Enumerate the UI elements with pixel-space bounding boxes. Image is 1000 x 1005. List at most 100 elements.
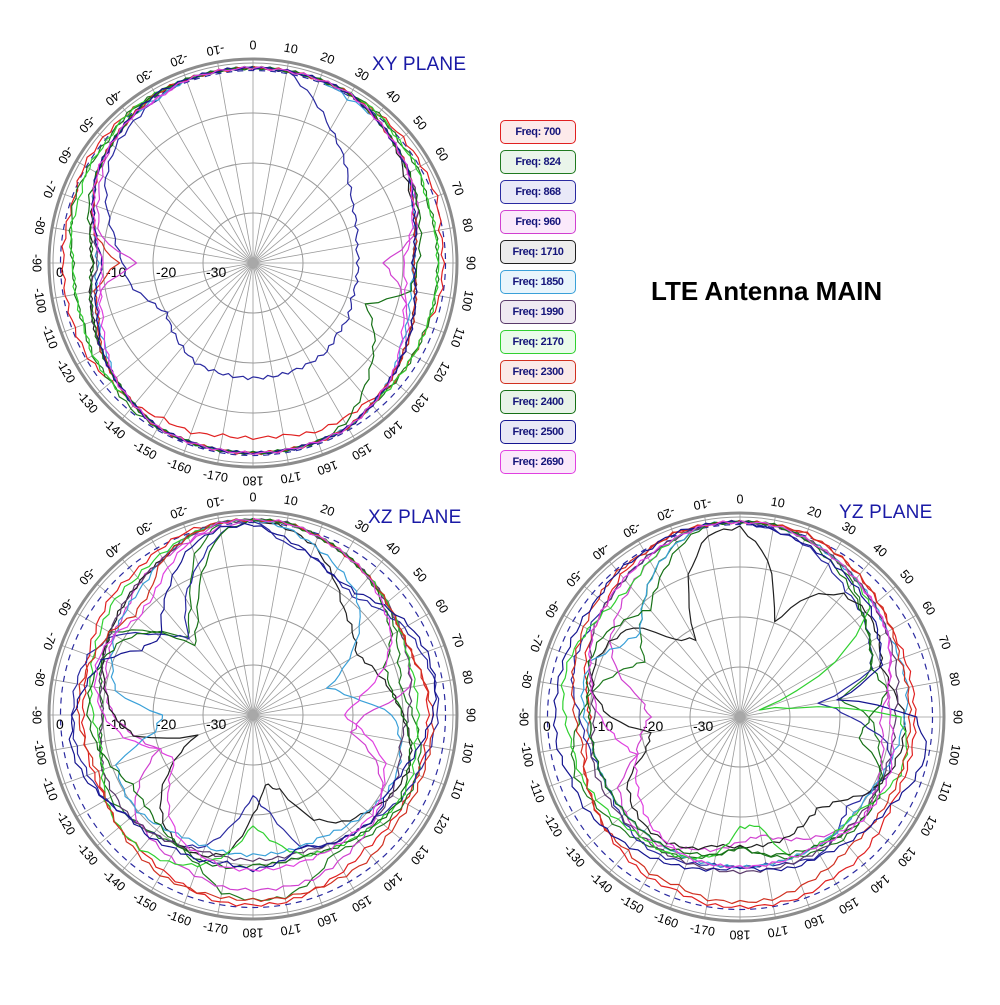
svg-text:180: 180 xyxy=(243,474,264,488)
svg-text:80: 80 xyxy=(459,217,475,233)
legend-item-2500[interactable]: Freq: 2500 xyxy=(500,420,576,444)
svg-text:170: 170 xyxy=(279,469,302,486)
series-freq-2300 xyxy=(75,517,435,902)
page-title: LTE Antenna MAIN xyxy=(651,276,883,306)
svg-text:0: 0 xyxy=(737,492,744,506)
svg-text:-20: -20 xyxy=(168,502,190,521)
svg-text:110: 110 xyxy=(935,780,955,804)
legend-item-2690[interactable]: Freq: 2690 xyxy=(500,450,576,474)
legend-item-1710[interactable]: Freq: 1710 xyxy=(500,240,576,264)
series-freq-1710 xyxy=(590,525,907,851)
svg-text:90: 90 xyxy=(464,708,478,722)
svg-text:170: 170 xyxy=(766,923,789,940)
svg-text:-100: -100 xyxy=(518,741,536,768)
svg-text:-10: -10 xyxy=(205,494,225,511)
legend-item-2300[interactable]: Freq: 2300 xyxy=(500,360,576,384)
legend-item-1850[interactable]: Freq: 1850 xyxy=(500,270,576,294)
svg-text:50: 50 xyxy=(410,113,430,133)
svg-text:-80: -80 xyxy=(32,215,49,235)
svg-text:-170: -170 xyxy=(689,921,716,939)
svg-text:-90: -90 xyxy=(517,708,531,726)
svg-text:0: 0 xyxy=(56,716,64,732)
svg-text:-30: -30 xyxy=(620,519,643,540)
series-freq-1710 xyxy=(100,517,413,858)
series-freq-2500 xyxy=(552,520,927,872)
svg-text:170: 170 xyxy=(279,921,302,938)
svg-text:120: 120 xyxy=(430,811,453,836)
svg-text:-10: -10 xyxy=(692,496,712,513)
svg-text:80: 80 xyxy=(459,669,475,685)
svg-text:-90: -90 xyxy=(30,706,44,724)
svg-text:60: 60 xyxy=(432,145,451,164)
series-freq-960 xyxy=(609,520,893,853)
legend-item-960[interactable]: Freq: 960 xyxy=(500,210,576,234)
svg-text:-30: -30 xyxy=(206,716,226,732)
svg-text:30: 30 xyxy=(352,65,371,84)
svg-text:-100: -100 xyxy=(31,739,49,766)
xz-plane-title: XZ PLANE xyxy=(368,507,462,528)
svg-text:60: 60 xyxy=(432,597,451,616)
svg-text:70: 70 xyxy=(936,634,954,652)
svg-text:-20: -20 xyxy=(643,718,663,734)
series-freq-1850 xyxy=(110,517,403,858)
svg-text:110: 110 xyxy=(448,326,468,350)
svg-text:180: 180 xyxy=(730,928,751,942)
series-freq-1990 xyxy=(588,519,900,875)
legend-item-700[interactable]: Freq: 700 xyxy=(500,120,576,144)
series-freq-2170 xyxy=(560,519,909,860)
svg-text:-170: -170 xyxy=(202,919,229,937)
svg-text:-20: -20 xyxy=(156,264,176,280)
svg-text:70: 70 xyxy=(449,180,467,198)
svg-text:0: 0 xyxy=(250,490,257,504)
svg-text:160: 160 xyxy=(315,909,339,929)
series-freq-868 xyxy=(104,65,360,381)
svg-text:130: 130 xyxy=(408,390,432,415)
svg-text:-160: -160 xyxy=(165,455,193,477)
xy-plane-title: XY PLANE xyxy=(372,54,467,75)
svg-text:-20: -20 xyxy=(156,716,176,732)
svg-text:40: 40 xyxy=(383,86,403,106)
svg-text:-110: -110 xyxy=(39,775,60,802)
svg-text:-30: -30 xyxy=(133,517,156,538)
svg-text:80: 80 xyxy=(946,671,962,687)
svg-text:-160: -160 xyxy=(165,907,193,929)
svg-text:-110: -110 xyxy=(526,777,547,804)
svg-text:-10: -10 xyxy=(106,264,126,280)
svg-text:20: 20 xyxy=(319,49,337,67)
svg-text:-70: -70 xyxy=(527,632,546,654)
legend-item-1990[interactable]: Freq: 1990 xyxy=(500,300,576,324)
frequency-legend: Freq: 700 Freq: 824 Freq: 868 Freq: 960 … xyxy=(500,120,576,480)
svg-text:-160: -160 xyxy=(652,909,680,931)
series-freq-824 xyxy=(570,519,883,860)
svg-text:-30: -30 xyxy=(206,264,226,280)
legend-item-824[interactable]: Freq: 824 xyxy=(500,150,576,174)
svg-text:-90: -90 xyxy=(30,254,44,272)
svg-text:-60: -60 xyxy=(55,596,76,619)
series-freq-2300 xyxy=(570,519,913,905)
svg-text:-170: -170 xyxy=(202,467,229,485)
svg-text:-100: -100 xyxy=(31,287,49,314)
svg-text:0: 0 xyxy=(250,38,257,52)
svg-text:150: 150 xyxy=(349,892,374,915)
series-freq-700 xyxy=(61,66,446,440)
svg-text:30: 30 xyxy=(839,519,858,538)
svg-text:150: 150 xyxy=(349,440,374,463)
svg-text:-70: -70 xyxy=(40,630,59,652)
svg-text:50: 50 xyxy=(897,567,917,587)
svg-text:40: 40 xyxy=(383,538,403,558)
legend-item-2170[interactable]: Freq: 2170 xyxy=(500,330,576,354)
svg-text:-20: -20 xyxy=(655,504,677,523)
svg-text:0: 0 xyxy=(543,718,551,734)
svg-text:-20: -20 xyxy=(168,50,190,69)
svg-text:30: 30 xyxy=(352,517,371,536)
legend-item-2400[interactable]: Freq: 2400 xyxy=(500,390,576,414)
legend-item-868[interactable]: Freq: 868 xyxy=(500,180,576,204)
svg-text:160: 160 xyxy=(315,457,339,477)
svg-text:140: 140 xyxy=(867,872,892,896)
series-freq-2170 xyxy=(88,518,421,868)
svg-text:-80: -80 xyxy=(32,667,49,687)
svg-text:-60: -60 xyxy=(542,598,563,621)
svg-text:130: 130 xyxy=(895,844,919,869)
